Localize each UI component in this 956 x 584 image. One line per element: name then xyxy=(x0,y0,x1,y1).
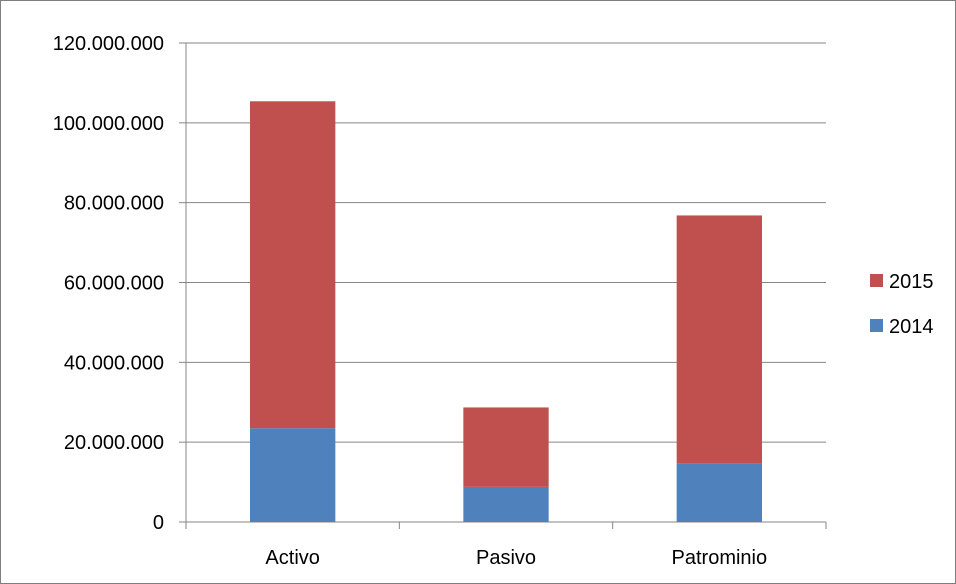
x-category-label: Pasivo xyxy=(476,547,536,569)
x-category-label: Patrominio xyxy=(672,547,768,569)
y-tick-label: 40.000.000 xyxy=(64,352,164,374)
x-category-label: Activo xyxy=(265,547,319,569)
bar-segment-2015-pasivo xyxy=(463,407,549,487)
bar-segment-2014-activo xyxy=(250,428,336,522)
y-axis: 0 20.000.000 40.000.000 60.000.000 80.000.00… xyxy=(53,33,187,534)
y-tick-label: 80.000.000 xyxy=(64,193,164,215)
legend-swatch-2014 xyxy=(870,319,883,332)
legend: 2015 2014 xyxy=(870,271,934,338)
legend-swatch-2015 xyxy=(870,274,883,287)
legend-label-2014: 2014 xyxy=(889,316,934,338)
bar-segment-2015-patrominio xyxy=(676,215,762,464)
y-tick-label: 60.000.000 xyxy=(64,273,164,295)
y-tick-label: 20.000.000 xyxy=(64,432,164,454)
bar-segment-2014-pasivo xyxy=(463,486,549,522)
x-axis: Activo Pasivo Patrominio xyxy=(185,521,827,569)
bar-segment-2014-patrominio xyxy=(676,463,762,522)
legend-label-2015: 2015 xyxy=(889,271,934,293)
y-tick-label: 100.000.000 xyxy=(53,113,164,135)
bars xyxy=(250,101,762,522)
bar-segment-2015-activo xyxy=(250,101,336,429)
y-tick-label: 120.000.000 xyxy=(53,33,164,55)
y-tick-label: 0 xyxy=(153,512,164,534)
